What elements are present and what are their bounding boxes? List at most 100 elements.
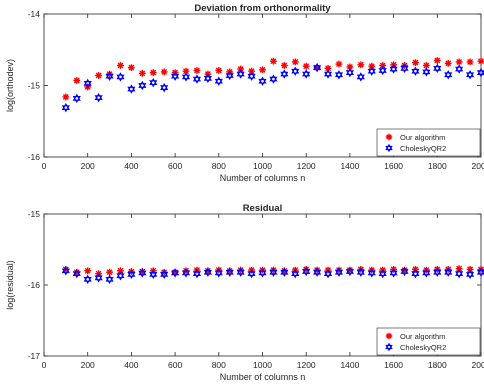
data-point-choleskyqr2: [171, 268, 180, 278]
data-point-choleskyqr2: [400, 266, 409, 277]
data-point-choleskyqr2: [149, 269, 158, 280]
legend-box: [376, 327, 481, 356]
data-point-ours: [117, 267, 124, 275]
data-point-choleskyqr2: [61, 266, 70, 276]
data-point-choleskyqr2: [302, 69, 311, 79]
data-point-choleskyqr2: [323, 268, 333, 279]
data-point-choleskyqr2: [433, 267, 442, 277]
x-tick-label: 800: [212, 360, 226, 370]
data-point-choleskyqr2: [105, 71, 114, 81]
x-tick-label: 1800: [428, 360, 447, 370]
data-point-choleskyqr2: [149, 77, 158, 88]
data-point-choleskyqr2: [291, 66, 300, 76]
data-point-choleskyqr2: [225, 267, 234, 277]
data-point-choleskyqr2: [160, 82, 169, 93]
data-point-choleskyqr2: [389, 64, 398, 74]
data-point-choleskyqr2: [127, 269, 136, 280]
data-point-ours: [171, 268, 179, 276]
data-point-choleskyqr2: [345, 266, 354, 277]
y-tick-label: -16: [28, 280, 41, 290]
data-point-choleskyqr2: [280, 267, 289, 277]
data-point-choleskyqr2: [127, 84, 136, 94]
x-tick-label: 0: [42, 161, 47, 171]
x-tick-label: 1600: [384, 360, 403, 370]
y-axis-label: log(orthodev): [5, 59, 15, 112]
data-point-choleskyqr2: [61, 102, 70, 113]
data-point-choleskyqr2: [258, 76, 267, 86]
y-tick-label: -14: [28, 9, 41, 19]
x-tick-label: 600: [168, 360, 182, 370]
y-tick-label: -15: [28, 209, 41, 219]
data-point-choleskyqr2: [378, 65, 387, 76]
data-point-choleskyqr2: [455, 64, 464, 74]
data-point-choleskyqr2: [400, 63, 409, 74]
legend-label: Our algorithm: [400, 133, 445, 142]
panel-2: 0200400600800100012001400160018002000-17…: [5, 203, 484, 382]
data-point-choleskyqr2: [138, 268, 147, 278]
data-point-ours: [270, 57, 277, 65]
legend-marker: [385, 332, 393, 340]
data-point-ours: [62, 93, 70, 101]
panel-1: 0200400600800100012001400160018002000-16…: [5, 3, 484, 183]
data-point-choleskyqr2: [444, 70, 453, 80]
chart-title: Deviation from orthonormality: [194, 3, 331, 14]
data-point-choleskyqr2: [444, 267, 453, 277]
data-point-ours: [73, 77, 81, 84]
data-point-ours: [95, 72, 103, 79]
y-tick-label: -15: [28, 81, 41, 91]
legend-marker: [385, 133, 393, 141]
data-point-ours: [291, 58, 299, 66]
data-point-choleskyqr2: [72, 93, 81, 104]
data-point-ours: [455, 58, 463, 66]
x-tick-label: 1000: [253, 360, 272, 370]
data-point-choleskyqr2: [160, 269, 169, 280]
x-axis: 0 200 400 600 800 1000 1200 1400 1600 1800 2000: [42, 14, 484, 171]
x-tick-label: 1400: [340, 360, 359, 370]
x-tick-label: 1600: [384, 161, 403, 171]
data-point-choleskyqr2: [247, 268, 256, 279]
data-point-ours: [357, 61, 365, 69]
data-point-choleskyqr2: [476, 267, 484, 277]
x-tick-label: 1200: [297, 161, 316, 171]
x-tick-label: 2000: [472, 360, 484, 370]
data-point-ours: [368, 62, 376, 70]
data-point-ours: [280, 62, 288, 69]
data-point-ours: [237, 65, 245, 73]
data-point-choleskyqr2: [105, 274, 114, 285]
data-point-choleskyqr2: [203, 267, 212, 277]
data-point-choleskyqr2: [334, 267, 344, 277]
series-choleskyqr2: [61, 266, 484, 285]
data-point-choleskyqr2: [313, 267, 322, 277]
data-point-choleskyqr2: [367, 268, 376, 278]
data-point-choleskyqr2: [203, 73, 212, 84]
data-point-ours: [379, 62, 387, 69]
data-point-ours: [215, 67, 223, 74]
y-tick-label: -16: [28, 152, 41, 162]
x-tick-label: 1000: [253, 161, 272, 171]
data-point-choleskyqr2: [247, 71, 256, 81]
x-tick-label: 400: [124, 360, 138, 370]
data-point-choleskyqr2: [94, 92, 103, 103]
y-axis: -16 -15 -14: [28, 9, 481, 162]
data-point-choleskyqr2: [181, 268, 191, 278]
data-point-choleskyqr2: [236, 267, 245, 277]
data-point-choleskyqr2: [466, 70, 475, 80]
data-point-ours: [422, 62, 430, 69]
data-point-ours: [412, 59, 419, 67]
data-point-choleskyqr2: [313, 62, 322, 73]
data-point-ours: [313, 64, 321, 72]
data-point-choleskyqr2: [269, 267, 278, 277]
data-point-ours: [138, 69, 146, 77]
series-choleskyqr2: [61, 62, 484, 113]
data-point-ours: [455, 265, 463, 273]
data-point-choleskyqr2: [258, 268, 267, 278]
legend-marker: [385, 342, 393, 352]
data-point-ours: [117, 62, 124, 69]
legend: Our algorithm CholeskyQR2: [376, 128, 481, 157]
data-point-ours: [433, 57, 441, 64]
data-point-choleskyqr2: [138, 80, 147, 91]
data-point-ours: [466, 265, 474, 273]
x-tick-label: 1200: [297, 360, 316, 370]
data-point-ours: [335, 60, 343, 68]
